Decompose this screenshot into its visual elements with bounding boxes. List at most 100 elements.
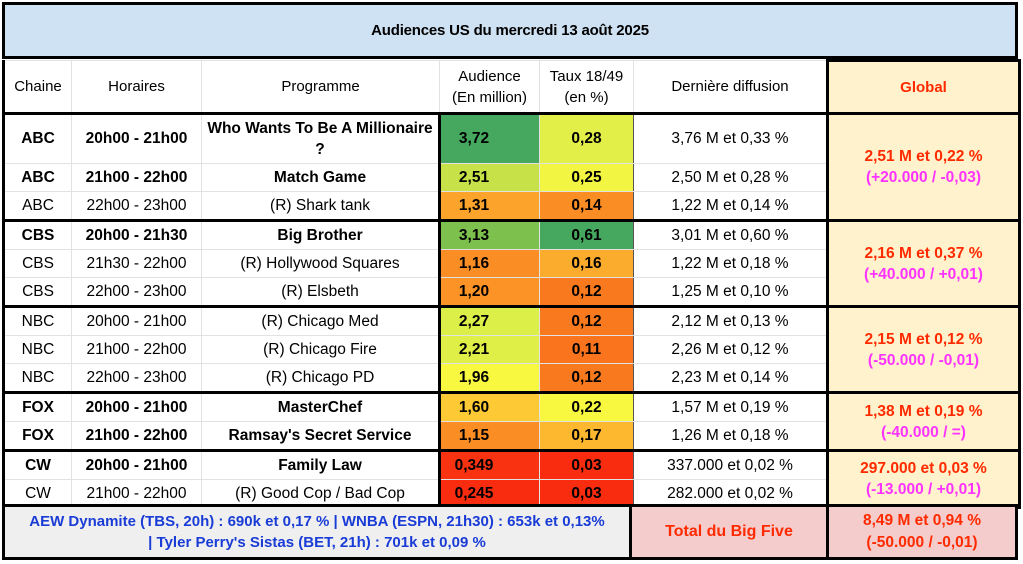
cell-chaine: ABC [2, 112, 72, 164]
header-taux: Taux 18/49 (en %) [539, 60, 634, 114]
cell-horaires: 20h00 - 21h00 [71, 391, 202, 422]
global-nbc-main: 2,15 M et 0,12 % [864, 330, 983, 348]
cell-derniere-diffusion: 337.000 et 0,02 % [633, 449, 828, 480]
big-five-total-main: 8,49 M et 0,94 % [862, 512, 982, 529]
cell-programme: (R) Hollywood Squares [201, 249, 440, 278]
cell-chaine: NBC [2, 363, 72, 393]
cell-horaires: 22h00 - 23h00 [71, 191, 202, 221]
global-cw-diff: (-13.000 / +0,01) [865, 481, 982, 498]
cell-chaine: CW [2, 479, 72, 508]
table-row: ABC 21h00 - 22h00 Match Game 2,51 0,25 2,50 M… [2, 163, 1020, 192]
cell-audience: 3,72 [438, 112, 540, 164]
cell-audience: 2,27 [438, 305, 540, 336]
cell-horaires: 20h00 - 21h00 [71, 305, 202, 336]
cell-chaine: CBS [2, 249, 72, 278]
global-cw: 297.000 et 0,03 % (-13.000 / +0,01) [826, 449, 1021, 509]
header-horaires: Horaires [71, 60, 202, 114]
cell-programme: (R) Elsbeth [201, 277, 440, 307]
cell-horaires: 20h00 - 21h00 [71, 449, 202, 480]
cell-horaires: 21h00 - 22h00 [71, 479, 202, 508]
cell-horaires: 22h00 - 23h00 [71, 363, 202, 393]
cell-derniere-diffusion: 1,25 M et 0,10 % [633, 277, 828, 307]
cell-audience: 3,13 [438, 219, 540, 250]
big-five-total-value: 8,49 M et 0,94 % (-50.000 / -0,01) [826, 504, 1018, 560]
cell-taux: 0,61 [539, 219, 634, 250]
table-row: CBS 20h00 - 21h30 Big Brother 3,13 0,61 3,01 … [2, 219, 1021, 308]
cell-audience: 1,16 [438, 249, 540, 278]
cell-horaires: 22h00 - 23h00 [71, 277, 202, 307]
cell-horaires: 21h00 - 22h00 [71, 335, 202, 364]
global-nbc-diff: (-50.000 / -0,01) [867, 351, 980, 369]
cell-chaine: NBC [2, 335, 72, 364]
cell-chaine: CW [2, 449, 72, 480]
cell-derniere-diffusion: 2,12 M et 0,13 % [633, 305, 828, 336]
big-five-total-diff: (-50.000 / -0,01) [866, 534, 978, 551]
cell-audience: 1,60 [438, 391, 540, 422]
cell-derniere-diffusion: 2,50 M et 0,28 % [633, 163, 828, 192]
cell-audience: 0,349 [438, 449, 540, 480]
global-fox-diff: (-40.000 / =) [881, 423, 966, 441]
table-row: CW 21h00 - 22h00 (R) Good Cop / Bad Cop 0,2… [2, 479, 1020, 508]
cell-chaine: FOX [2, 391, 72, 422]
cell-horaires: 21h00 - 22h00 [71, 163, 202, 192]
cell-taux: 0,17 [539, 421, 634, 451]
header-chaine: Chaine [2, 60, 72, 114]
cell-programme: (R) Chicago Fire [201, 335, 440, 364]
cell-taux: 0,11 [539, 335, 634, 364]
cell-programme: Big Brother [201, 219, 440, 250]
cell-audience: 1,31 [438, 191, 540, 221]
cell-horaires: 20h00 - 21h30 [71, 219, 202, 250]
table-row: NBC 22h00 - 23h00 (R) Chicago PD 1,96 0,12 2,… [2, 363, 1020, 393]
cell-derniere-diffusion: 3,01 M et 0,60 % [633, 219, 828, 250]
cell-audience: 1,15 [438, 421, 540, 451]
header-audience-line2: (En million) [451, 88, 527, 106]
cell-derniere-diffusion: 1,57 M et 0,19 % [633, 391, 828, 422]
cable-note-line1: AEW Dynamite (TBS, 20h) : 690k et 0,17 %… [29, 513, 605, 530]
page-title: Audiences US du mercredi 13 août 2025 [2, 2, 1018, 59]
header-taux-line2: (en %) [564, 88, 609, 106]
table-row: ABC 20h00 - 21h00 Who Wants To Be A Millio… [2, 112, 1021, 222]
global-abc-main: 2,51 M et 0,22 % [864, 148, 983, 165]
cell-programme: MasterChef [201, 391, 440, 422]
cable-note-line2: | Tyler Perry's Sistas (BET, 21h) : 701k… [148, 534, 486, 551]
cell-audience: 1,20 [438, 277, 540, 307]
cell-audience: 2,51 [438, 163, 540, 192]
cell-derniere-diffusion: 3,76 M et 0,33 % [633, 112, 828, 164]
header-global: Global [826, 59, 1021, 115]
global-cbs-diff: (+40.000 / +0,01) [864, 265, 983, 283]
table-row: CBS 22h00 - 23h00 (R) Elsbeth 1,20 0,12 1,25 … [2, 277, 1020, 307]
cell-taux: 0,12 [539, 363, 634, 393]
cell-derniere-diffusion: 1,26 M et 0,18 % [633, 421, 828, 451]
cell-programme: Match Game [201, 163, 440, 192]
global-abc-diff: (+20.000 / -0,03) [865, 169, 982, 186]
header-audience-line1: Audience [458, 67, 521, 85]
cell-chaine: NBC [2, 305, 72, 336]
cell-taux: 0,03 [539, 449, 634, 480]
cell-programme: Who Wants To Be A Millionaire ? [201, 112, 440, 164]
cell-audience: 2,21 [438, 335, 540, 364]
table-row: ABC 22h00 - 23h00 (R) Shark tank 1,31 0,14 1,… [2, 191, 1020, 221]
ratings-table: Chaine Horaires Programme Audience (En mi… [2, 59, 1021, 509]
cell-programme: (R) Good Cop / Bad Cop [201, 479, 440, 508]
cell-taux: 0,03 [539, 479, 634, 508]
cell-derniere-diffusion: 2,26 M et 0,12 % [633, 335, 828, 364]
global-fox-main: 1,38 M et 0,19 % [864, 402, 983, 420]
global-cbs: 2,16 M et 0,37 % (+40.000 / +0,01) [826, 219, 1021, 308]
cell-taux: 0,28 [539, 112, 634, 164]
table-row: NBC 20h00 - 21h00 (R) Chicago Med 2,27 0,12 2… [2, 305, 1021, 394]
cell-chaine: ABC [2, 191, 72, 221]
cell-derniere-diffusion: 1,22 M et 0,14 % [633, 191, 828, 221]
cell-programme: Ramsay's Secret Service [201, 421, 440, 451]
cell-programme: (R) Shark tank [201, 191, 440, 221]
cell-derniere-diffusion: 1,22 M et 0,18 % [633, 249, 828, 278]
header-taux-line1: Taux 18/49 [549, 67, 624, 85]
cell-programme: (R) Chicago Med [201, 305, 440, 336]
cable-ratings-note: AEW Dynamite (TBS, 20h) : 690k et 0,17 %… [2, 504, 632, 560]
cell-chaine: ABC [2, 163, 72, 192]
cell-taux: 0,22 [539, 391, 634, 422]
table-row: FOX 21h00 - 22h00 Ramsay's Secret Service 1… [2, 421, 1020, 451]
cell-derniere-diffusion: 2,23 M et 0,14 % [633, 363, 828, 393]
cell-taux: 0,16 [539, 249, 634, 278]
header-audience: Audience (En million) [439, 60, 540, 114]
cell-taux: 0,14 [539, 191, 634, 221]
